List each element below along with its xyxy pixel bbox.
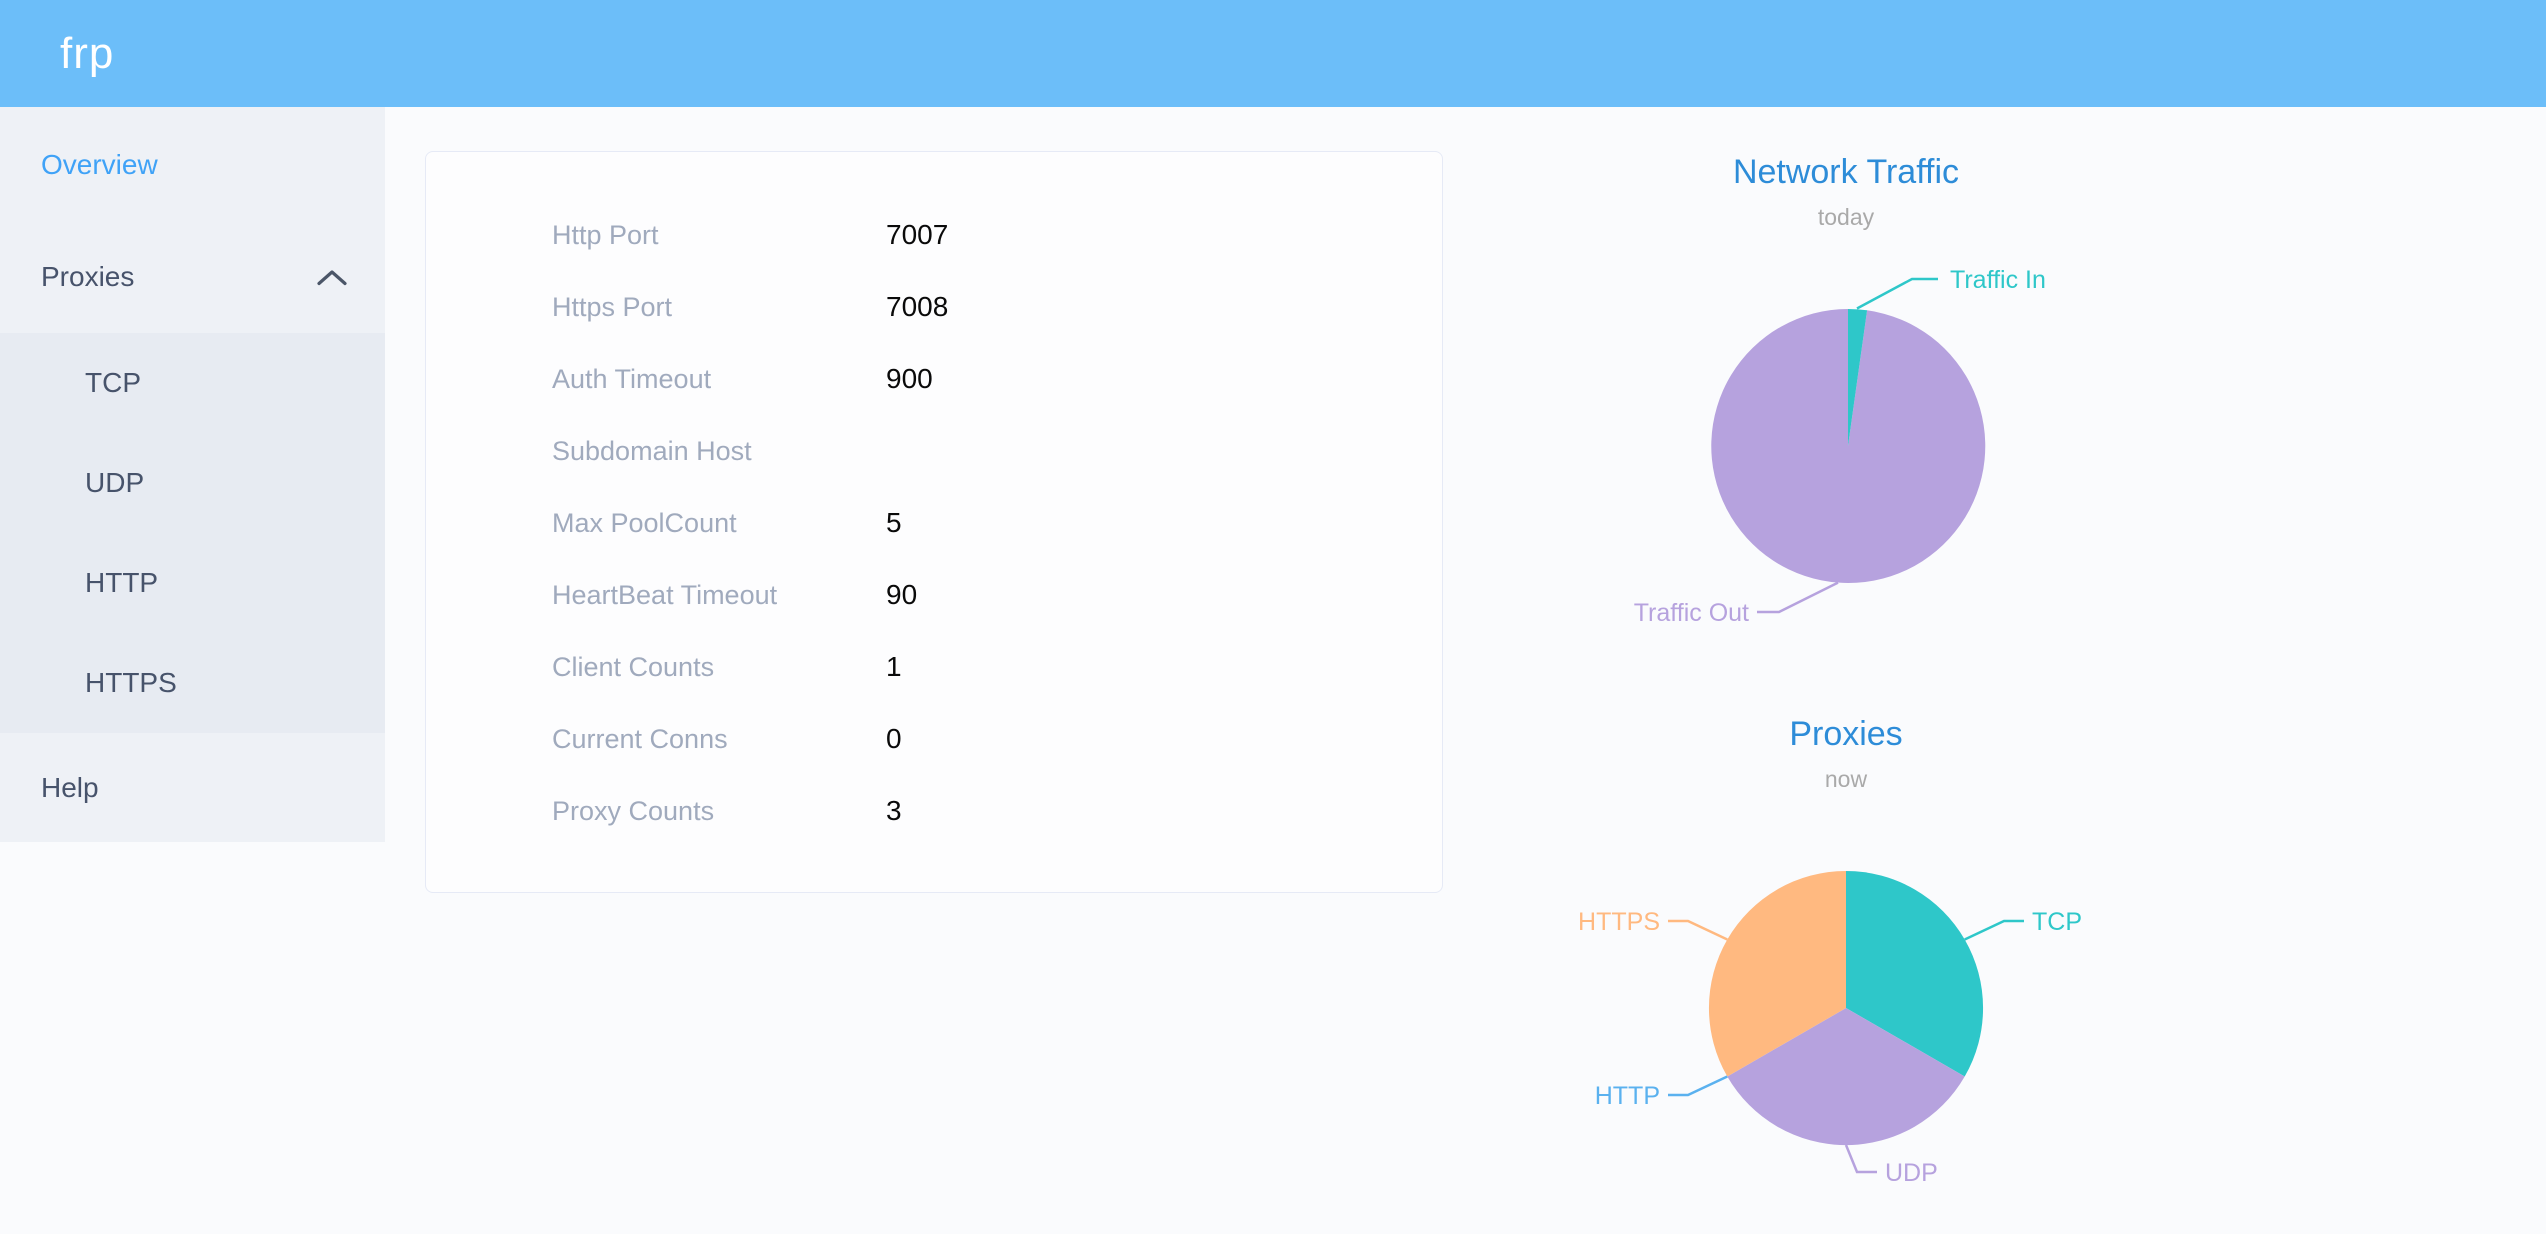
sidebar: Overview Proxies TCP UDP HTTP HTTPS Help [0, 107, 385, 842]
info-label: Auth Timeout [552, 363, 712, 394]
sidebar-item-label: Proxies [41, 261, 135, 292]
info-row: Proxy Counts 3 [426, 775, 1442, 847]
info-row: Subdomain Host [426, 415, 1442, 487]
sidebar-item-label: HTTP [85, 567, 159, 598]
traffic-in-slice[interactable] [1848, 308, 1868, 446]
traffic-in-label: Traffic In [1950, 266, 2046, 294]
traffic-out-labelline [1757, 581, 1839, 614]
sidebar-item-label: UDP [85, 467, 145, 498]
sidebar-submenu-proxies: TCP UDP HTTP HTTPS [0, 333, 385, 733]
info-value: 7008 [886, 291, 949, 322]
traffic-out-label: Traffic Out [1634, 599, 1749, 627]
sidebar-item-overview[interactable]: Overview [0, 109, 385, 221]
info-value: 1 [886, 651, 902, 682]
info-label: Http Port [552, 219, 659, 250]
sidebar-item-label: Help [41, 771, 99, 803]
sidebar-item-tcp[interactable]: TCP [0, 333, 385, 433]
network-traffic-chart: Network Traffic today Traffic In Traffic… [1446, 140, 2246, 660]
app-logo: frp [60, 29, 115, 78]
sidebar-item-help[interactable]: Help [0, 733, 385, 842]
info-row: Current Conns 0 [426, 703, 1442, 775]
server-info-card: Http Port 7007 Https Port 7008 Auth Timeou… [425, 151, 1443, 893]
tcp-slice[interactable] [1846, 871, 1984, 1077]
sidebar-item-https[interactable]: HTTPS [0, 633, 385, 733]
info-value: 900 [886, 363, 933, 394]
info-value: 7007 [886, 219, 949, 250]
proxies-pie: TCP HTTPS HTTP UDP [1578, 871, 2082, 1187]
info-label: Subdomain Host [552, 435, 752, 466]
chart-title: Proxies [1789, 715, 1903, 753]
info-value: 0 [886, 723, 902, 754]
tcp-label: TCP [2032, 908, 2082, 936]
proxies-chart: Proxies now TCP HTTPS HTTP UDP [1446, 702, 2246, 1234]
chevron-up-icon [317, 261, 347, 293]
info-row: Client Counts 1 [426, 631, 1442, 703]
chart-subtitle: today [1817, 204, 1875, 230]
sidebar-item-http[interactable]: HTTP [0, 533, 385, 633]
udp-slice[interactable] [1727, 1008, 1965, 1146]
info-value: 3 [886, 795, 902, 826]
sidebar-item-label: TCP [85, 367, 141, 398]
chart-subtitle: now [1824, 766, 1868, 792]
info-label: Max PoolCount [552, 507, 737, 538]
info-label: Current Conns [552, 723, 728, 754]
sidebar-item-udp[interactable]: UDP [0, 433, 385, 533]
app-header: frp [0, 0, 2546, 107]
info-row: Max PoolCount 5 [426, 487, 1442, 559]
http-label: HTTP [1595, 1082, 1660, 1110]
info-label: Https Port [552, 291, 673, 322]
https-labelline [1668, 919, 1728, 941]
sidebar-item-label: HTTPS [85, 667, 177, 698]
info-label: Client Counts [552, 651, 715, 682]
sidebar-item-label: Overview [41, 149, 158, 180]
sidebar-item-proxies[interactable]: Proxies [0, 221, 385, 333]
info-label: HeartBeat Timeout [552, 579, 778, 610]
traffic-out-slice[interactable] [1711, 309, 1986, 583]
info-row: HeartBeat Timeout 90 [426, 559, 1442, 631]
traffic-in-labelline [1856, 277, 1938, 310]
https-slice[interactable] [1708, 871, 1846, 1077]
udp-labelline [1844, 1144, 1877, 1174]
network-traffic-pie: Traffic In Traffic Out [1634, 266, 2046, 627]
https-label: HTTPS [1578, 908, 1660, 936]
info-value: 90 [886, 579, 918, 610]
info-label: Proxy Counts [552, 795, 715, 826]
tcp-labelline [1964, 919, 2024, 941]
info-row: Auth Timeout 900 [426, 343, 1442, 415]
info-row: Http Port 7007 [426, 199, 1442, 271]
info-value: 5 [886, 507, 902, 538]
chart-title: Network Traffic [1732, 153, 1960, 191]
info-row: Https Port 7008 [426, 271, 1442, 343]
http-labelline [1668, 1075, 1728, 1097]
udp-label: UDP [1885, 1159, 1938, 1187]
